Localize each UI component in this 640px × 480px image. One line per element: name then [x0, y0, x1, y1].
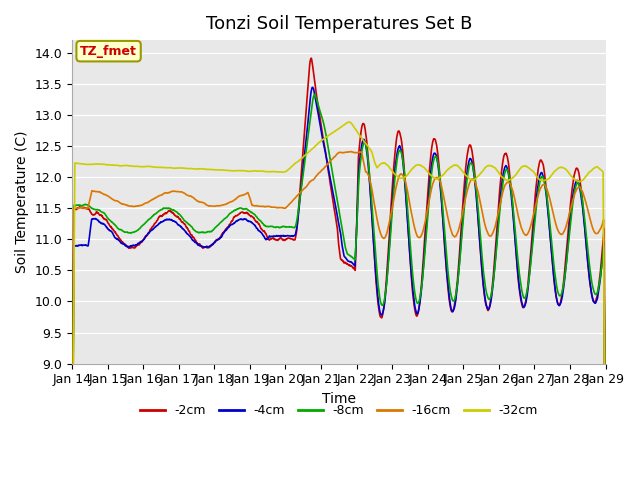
X-axis label: Time: Time	[322, 392, 356, 406]
Title: Tonzi Soil Temperatures Set B: Tonzi Soil Temperatures Set B	[205, 15, 472, 33]
Text: TZ_fmet: TZ_fmet	[80, 45, 137, 58]
Legend: -2cm, -4cm, -8cm, -16cm, -32cm: -2cm, -4cm, -8cm, -16cm, -32cm	[134, 399, 543, 422]
Y-axis label: Soil Temperature (C): Soil Temperature (C)	[15, 131, 29, 273]
